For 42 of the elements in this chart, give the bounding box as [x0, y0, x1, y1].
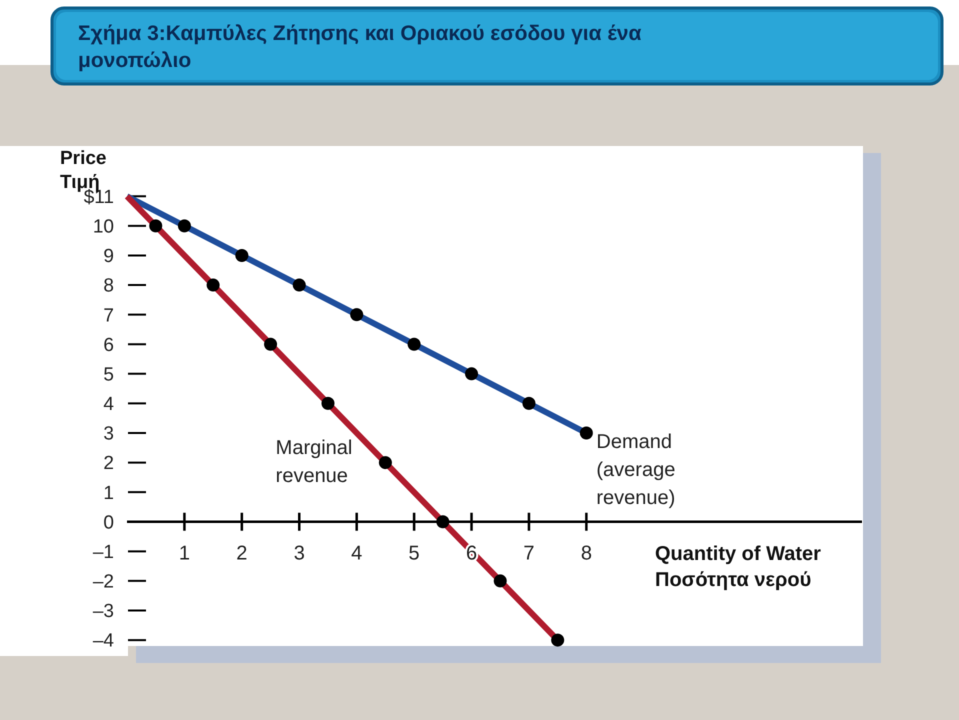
y-tick-label: 1 [103, 482, 114, 504]
y-tick-label: 4 [103, 394, 114, 416]
chart-title: Σχήμα 3:Καμπύλες Ζήτησης και Οριακού εσόδου για ένα μονοπώλιο [78, 22, 642, 72]
y-tick-label: 10 [92, 216, 114, 238]
x-tick-label: 1 [178, 542, 190, 565]
series-label: Marginal revenue [276, 437, 352, 488]
y-tick-label: –1 [92, 542, 114, 563]
y-tick-label: –3 [92, 601, 114, 622]
point [292, 278, 306, 292]
series-label: Demand (average revenue) [596, 430, 676, 509]
point [465, 367, 478, 380]
y-tick-label: 9 [103, 246, 114, 268]
y-tick-label: 3 [103, 424, 114, 445]
x-tick-label: 5 [408, 542, 420, 565]
point [178, 219, 191, 232]
point [235, 248, 248, 262]
point [350, 308, 364, 322]
point [522, 396, 536, 410]
point [408, 338, 421, 351]
point [206, 278, 220, 292]
x-tick-label: 4 [351, 542, 362, 565]
point [378, 456, 392, 470]
y-tick-label: 7 [103, 305, 114, 326]
x-tick-label: 3 [294, 542, 305, 565]
point [264, 338, 278, 351]
y-tick-label: 5 [103, 364, 114, 386]
y-tick-label: 8 [103, 276, 114, 297]
point [494, 574, 507, 588]
x-tick-label: 2 [236, 542, 248, 565]
y-tick-label: 2 [103, 453, 114, 474]
point [321, 396, 334, 410]
point [436, 515, 450, 528]
y-tick-label: –2 [92, 572, 114, 593]
point [149, 219, 162, 232]
x-axis-title: Quantity of Water Ποσότητα νερού [655, 543, 822, 591]
x-tick-label: 7 [523, 542, 535, 565]
y-tick-label: –4 [92, 630, 114, 652]
y-tick-label: 0 [103, 512, 114, 534]
y-tick-label: 6 [103, 334, 114, 356]
point [580, 426, 593, 440]
point [551, 634, 564, 647]
x-tick-label: 8 [580, 542, 592, 565]
